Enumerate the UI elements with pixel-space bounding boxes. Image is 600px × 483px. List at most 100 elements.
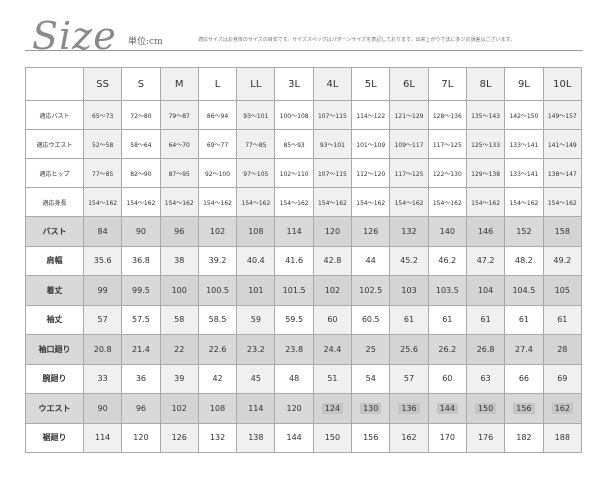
table-cell: 154～162	[312, 187, 353, 217]
table-cell: 52～58	[82, 129, 123, 159]
table-cell: 154～162	[351, 187, 391, 217]
table-cell: 176	[465, 422, 506, 453]
row-label: 着丈	[25, 275, 84, 306]
table-cell: 48	[274, 363, 314, 394]
size-header-5L: 5L	[351, 67, 391, 101]
divider	[25, 50, 582, 51]
row-label: 適応バスト	[25, 100, 84, 130]
table-cell: 23.8	[274, 334, 314, 365]
table-cell: 103.5	[427, 275, 467, 306]
table-cell: 60	[427, 363, 467, 394]
table-cell: 26.8	[465, 334, 506, 365]
table-cell: 99	[82, 275, 123, 306]
spec-row: 袖丈 57 57.5 58 58.5 59 59.5 60 60.5 61 61 61 61 61	[25, 304, 583, 335]
table-cell: 38	[159, 245, 199, 276]
size-logo: Size	[32, 14, 117, 58]
table-cell: 156	[351, 422, 391, 453]
unit-label: 単位:cm	[128, 37, 163, 47]
table-cell: 129～138	[465, 158, 506, 188]
header-row: SS S M L LL 3L 4L 5L 6L 7L 8L 9L 10L	[25, 67, 583, 101]
size-header-3L: 3L	[274, 67, 314, 101]
table-cell: 114	[236, 393, 276, 424]
table-cell: 90	[82, 393, 123, 424]
table-cell: 108	[197, 393, 238, 424]
table-cell: 124	[312, 393, 353, 424]
table-cell: 133～141	[504, 158, 544, 188]
table-cell: 136	[389, 393, 429, 424]
fit-row: 適応バスト 65～73 72～80 79～87 86～94 93～101 100～108 10…	[25, 100, 583, 130]
table-cell: 41.6	[274, 245, 314, 276]
table-cell: 150	[312, 422, 353, 453]
table-cell: 154～162	[121, 187, 161, 217]
table-cell: 121～129	[389, 100, 429, 130]
table-cell: 58～64	[121, 129, 161, 159]
table-cell: 51	[312, 363, 353, 394]
table-cell: 138	[236, 422, 276, 453]
table-cell: 126	[351, 216, 391, 247]
size-table: SS S M L LL 3L 4L 5L 6L 7L 8L 9L 10L 適応バスト 65～73 72～80 7…	[25, 67, 583, 453]
table-cell: 102～110	[274, 158, 314, 188]
table-cell: 63	[465, 363, 506, 394]
row-label: 腕廻り	[25, 363, 84, 394]
row-label: 適応ウエスト	[25, 129, 84, 159]
fit-row: 適応ヒップ 77～85 82～90 87～95 92～100 97～105 102～110 1…	[25, 158, 583, 188]
spec-row: 肩幅 35.6 36.8 38 39.2 40.4 41.6 42.8 44 45.2 46.2 47…	[25, 245, 583, 276]
table-cell: 154～162	[504, 187, 544, 217]
table-cell: 108	[236, 216, 276, 247]
table-cell: 42.8	[312, 245, 353, 276]
table-cell: 126	[159, 422, 199, 453]
table-cell: 40.4	[236, 245, 276, 276]
spec-row: 袖口廻り 20.8 21.4 22 22.6 23.2 23.8 24.4 25 25.6 26.2…	[25, 334, 583, 365]
table-cell: 99.5	[121, 275, 161, 306]
table-cell: 120	[312, 216, 353, 247]
size-header-S: S	[121, 67, 161, 101]
size-header-9L: 9L	[504, 67, 544, 101]
table-cell: 130	[351, 393, 391, 424]
table-cell: 46.2	[427, 245, 467, 276]
table-cell: 114	[274, 216, 314, 247]
table-cell: 188	[542, 422, 583, 453]
table-cell: 90	[121, 216, 161, 247]
table-cell: 162	[389, 422, 429, 453]
table-cell: 57	[82, 304, 123, 335]
table-cell: 138～147	[542, 158, 583, 188]
fit-row: 適応ウエスト 52～58 58～64 64～70 69～77 77～85 85～93 93～1…	[25, 129, 583, 159]
highlighted-value: 130	[360, 402, 382, 414]
highlighted-value: 144	[436, 402, 458, 414]
table-cell: 25.6	[389, 334, 429, 365]
corner-cell	[25, 67, 84, 101]
table-cell: 102	[197, 216, 238, 247]
table-cell: 66	[504, 363, 544, 394]
table-cell: 35.6	[82, 245, 123, 276]
row-label: 裾廻り	[25, 422, 84, 453]
table-cell: 128～136	[427, 100, 467, 130]
highlighted-value: 136	[398, 402, 420, 414]
table-cell: 59.5	[274, 304, 314, 335]
highlighted-value: 150	[474, 402, 497, 414]
spec-row: 腕廻り 33 36 39 42 45 48 51 54 57 60 63 66 69	[25, 363, 583, 394]
table-cell: 132	[197, 422, 238, 453]
table-cell: 60	[312, 304, 353, 335]
table-cell: 42	[197, 363, 238, 394]
table-cell: 97～105	[236, 158, 276, 188]
table-cell: 77～85	[82, 158, 123, 188]
table-cell: 101.5	[274, 275, 314, 306]
table-cell: 61	[504, 304, 544, 335]
table-cell: 152	[504, 216, 544, 247]
size-header-10L: 10L	[542, 67, 583, 101]
table-cell: 149～157	[542, 100, 583, 130]
table-cell: 104	[465, 275, 506, 306]
table-cell: 100	[159, 275, 199, 306]
table-cell: 20.8	[82, 334, 123, 365]
table-cell: 45.2	[389, 245, 429, 276]
table-cell: 117～125	[389, 158, 429, 188]
table-cell: 77～85	[236, 129, 276, 159]
table-cell: 26.2	[427, 334, 467, 365]
table-cell: 133～141	[504, 129, 544, 159]
table-cell: 79～87	[159, 100, 199, 130]
table-cell: 21.4	[121, 334, 161, 365]
table-cell: 24.4	[312, 334, 353, 365]
size-header-SS: SS	[82, 67, 123, 101]
table-cell: 85～93	[274, 129, 314, 159]
spec-row: 裾廻り 114 120 126 132 138 144 150 156 162 170 176 182 1…	[25, 422, 583, 453]
